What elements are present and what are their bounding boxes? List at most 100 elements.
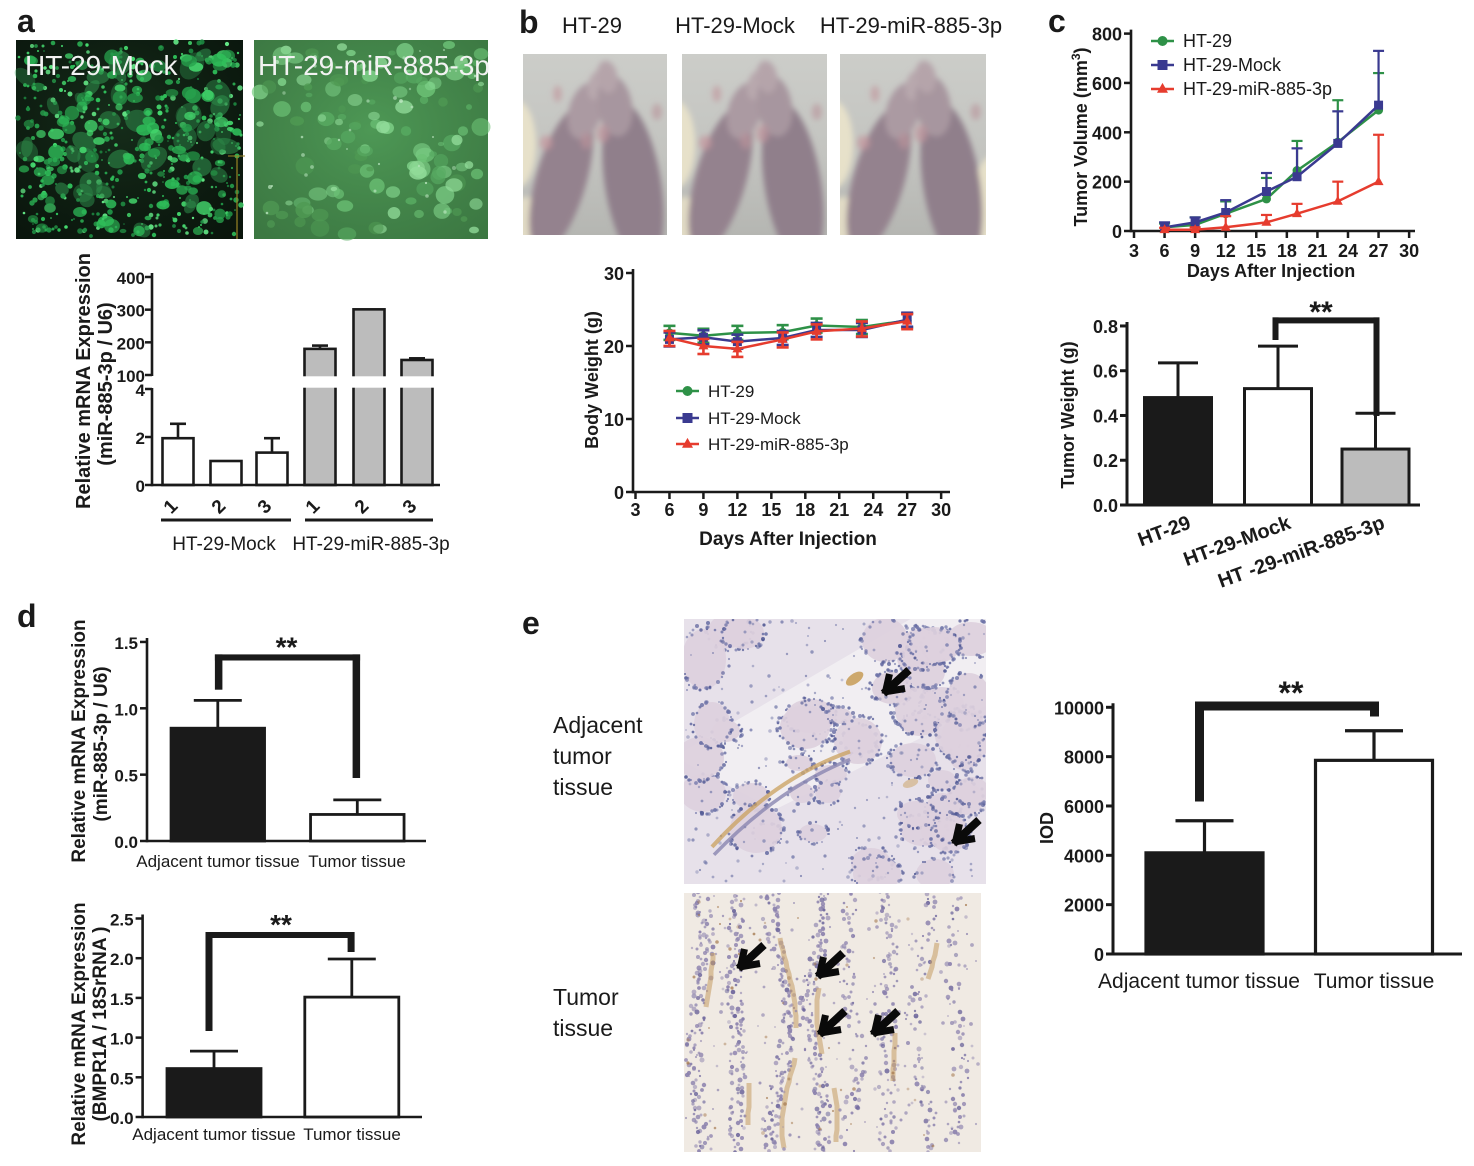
svg-text:0.0: 0.0 (1093, 496, 1118, 516)
svg-text:20: 20 (604, 337, 624, 357)
svg-text:200: 200 (1092, 173, 1122, 193)
svg-text:HT-29-miR-885-3p: HT-29-miR-885-3p (258, 50, 490, 81)
svg-text:3: 3 (1129, 241, 1139, 261)
svg-text:27: 27 (897, 500, 917, 520)
svg-text:400: 400 (117, 269, 145, 288)
svg-text:a: a (17, 3, 35, 39)
svg-text:0: 0 (614, 483, 624, 503)
svg-text:HT-29-miR-885-3p: HT-29-miR-885-3p (820, 13, 1002, 38)
svg-text:Relative mRNA Expression: Relative mRNA Expression (69, 619, 90, 862)
svg-text:0: 0 (1094, 945, 1104, 965)
svg-text:300: 300 (117, 302, 145, 321)
svg-text:Tumor tissue: Tumor tissue (1314, 970, 1435, 993)
svg-text:**: ** (270, 909, 292, 940)
svg-text:HT-29: HT-29 (1183, 31, 1232, 51)
svg-text:HT-29: HT-29 (708, 382, 754, 401)
svg-text:30: 30 (1399, 241, 1419, 261)
svg-text:1.0: 1.0 (114, 700, 138, 719)
svg-text:Body Weight (g): Body Weight (g) (582, 311, 602, 449)
svg-text:Tumor: Tumor (553, 984, 619, 1010)
svg-text:Days After Injection: Days After Injection (699, 529, 877, 550)
svg-text:0.5: 0.5 (114, 767, 138, 786)
svg-text:18: 18 (795, 500, 815, 520)
svg-text:6: 6 (664, 500, 674, 520)
svg-text:0: 0 (1112, 222, 1122, 242)
svg-text:0.6: 0.6 (1093, 362, 1118, 382)
svg-text:21: 21 (1307, 241, 1327, 261)
svg-text:(miR-885-3p / U6): (miR-885-3p / U6) (95, 302, 117, 465)
svg-text:IOD: IOD (1037, 812, 1057, 844)
svg-text:(BMPR1A / 18SrRNA ): (BMPR1A / 18SrRNA ) (90, 927, 111, 1122)
svg-text:HT-29-miR-885-3p: HT-29-miR-885-3p (708, 435, 849, 454)
svg-text:0.4: 0.4 (1093, 406, 1118, 426)
svg-text:Tumor Volume (mm3): Tumor Volume (mm3) (1069, 47, 1091, 226)
svg-text:10: 10 (604, 410, 624, 430)
svg-text:**: ** (276, 632, 298, 663)
svg-text:0.2: 0.2 (1093, 451, 1118, 471)
svg-text:Tumor tissue: Tumor tissue (303, 1125, 401, 1144)
svg-text:18: 18 (1277, 241, 1297, 261)
svg-text:15: 15 (761, 500, 781, 520)
svg-text:Tumor tissue: Tumor tissue (308, 852, 406, 871)
svg-text:400: 400 (1092, 123, 1122, 143)
svg-text:HT-29-Mock: HT-29-Mock (172, 534, 276, 555)
svg-text:1.5: 1.5 (114, 634, 138, 653)
svg-text:1.0: 1.0 (110, 1030, 134, 1049)
svg-text:4000: 4000 (1064, 846, 1104, 866)
svg-text:Adjacent tumor tissue: Adjacent tumor tissue (132, 1125, 295, 1144)
svg-text:1.5: 1.5 (110, 990, 134, 1009)
svg-text:10000: 10000 (1054, 698, 1104, 718)
svg-text:Tumor Weight (g): Tumor Weight (g) (1058, 341, 1078, 488)
svg-text:15: 15 (1246, 241, 1266, 261)
svg-text:9: 9 (698, 500, 708, 520)
svg-text:(miR-885-3p / U6): (miR-885-3p / U6) (91, 666, 112, 821)
svg-text:HT-29-Mock: HT-29-Mock (675, 13, 796, 38)
svg-text:600: 600 (1092, 74, 1122, 94)
svg-text:tissue: tissue (553, 1015, 613, 1041)
svg-text:2: 2 (136, 429, 145, 448)
svg-text:Days After Injection: Days After Injection (1187, 261, 1355, 281)
svg-text:Adjacent: Adjacent (553, 712, 643, 738)
svg-text:100: 100 (117, 367, 145, 386)
svg-text:0.0: 0.0 (114, 833, 138, 852)
svg-text:HT-29-miR-885-3p: HT-29-miR-885-3p (292, 534, 449, 555)
svg-text:24: 24 (863, 500, 883, 520)
svg-text:27: 27 (1369, 241, 1389, 261)
svg-text:0: 0 (136, 477, 145, 496)
svg-text:30: 30 (604, 264, 624, 284)
svg-text:2.5: 2.5 (110, 911, 134, 930)
svg-text:24: 24 (1338, 241, 1358, 261)
svg-text:0.5: 0.5 (110, 1069, 134, 1088)
svg-text:HT-29: HT-29 (562, 13, 622, 38)
svg-text:tumor: tumor (553, 743, 612, 769)
svg-text:21: 21 (829, 500, 849, 520)
svg-text:tissue: tissue (553, 774, 613, 800)
svg-text:9: 9 (1190, 241, 1200, 261)
svg-text:30: 30 (931, 500, 951, 520)
svg-text:Relative mRNA Expression: Relative mRNA Expression (69, 902, 90, 1145)
svg-text:e: e (522, 605, 540, 641)
svg-text:**: ** (1279, 675, 1304, 711)
svg-text:3: 3 (630, 500, 640, 520)
svg-text:**: ** (1309, 296, 1333, 329)
svg-text:0.0: 0.0 (110, 1109, 134, 1128)
svg-text:200: 200 (117, 334, 145, 353)
svg-text:d: d (17, 598, 37, 634)
svg-text:2000: 2000 (1064, 896, 1104, 916)
svg-text:c: c (1048, 3, 1066, 39)
svg-text:12: 12 (727, 500, 747, 520)
svg-text:b: b (519, 4, 539, 40)
svg-text:2.0: 2.0 (110, 950, 134, 969)
svg-text:Adjacent tumor tissue: Adjacent tumor tissue (136, 852, 299, 871)
svg-text:4: 4 (136, 381, 146, 400)
svg-text:HT-29-Mock: HT-29-Mock (25, 50, 178, 81)
svg-text:800: 800 (1092, 25, 1122, 45)
svg-text:Adjacent tumor tissue: Adjacent tumor tissue (1098, 970, 1300, 993)
svg-text:HT-29-miR-885-3p: HT-29-miR-885-3p (1183, 79, 1332, 99)
svg-text:HT-29-Mock: HT-29-Mock (1183, 55, 1282, 75)
svg-text:8000: 8000 (1064, 748, 1104, 768)
svg-text:6: 6 (1160, 241, 1170, 261)
svg-text:6000: 6000 (1064, 797, 1104, 817)
svg-text:12: 12 (1216, 241, 1236, 261)
svg-text:HT-29-Mock: HT-29-Mock (708, 409, 801, 428)
